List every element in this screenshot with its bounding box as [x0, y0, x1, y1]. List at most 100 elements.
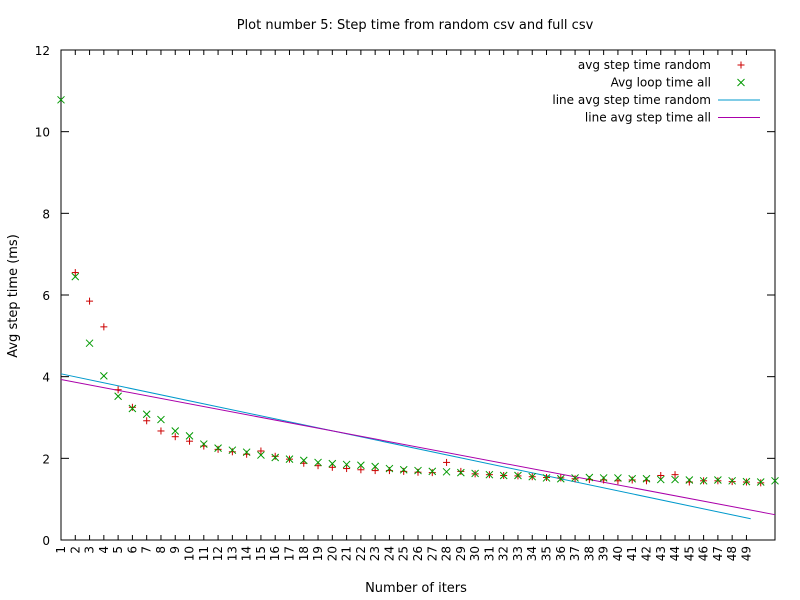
point-random: [71, 269, 79, 277]
marker-stroke: [485, 470, 494, 479]
trend-line-all: [60, 379, 776, 516]
point-all: [628, 474, 637, 483]
marker-stroke: [185, 432, 194, 440]
point-random: [400, 467, 408, 475]
trend-lines: [60, 373, 776, 520]
point-all: [428, 467, 437, 476]
x-tick-label: 46: [697, 546, 711, 561]
point-random: [557, 474, 565, 482]
x-tick-label: 15: [254, 546, 268, 561]
point-random: [428, 469, 436, 477]
point-random: [571, 475, 579, 483]
x-tick-label: 27: [425, 546, 439, 561]
point-all: [499, 471, 508, 480]
marker-stroke: [271, 453, 280, 462]
point-all: [742, 477, 751, 486]
point-random: [328, 463, 336, 471]
marker-stroke: [71, 272, 80, 281]
marker-stroke: [671, 475, 679, 484]
point-random: [100, 323, 108, 331]
point-all: [642, 474, 651, 483]
data-points: [57, 95, 779, 487]
x-axis-label: Number of iters: [365, 581, 467, 596]
marker-stroke: [428, 467, 437, 476]
point-all: [357, 461, 365, 470]
point-all: [414, 466, 422, 475]
point-random: [271, 452, 279, 460]
x-tick-label: 26: [411, 546, 425, 561]
marker-stroke: [214, 444, 222, 452]
point-all: [71, 272, 80, 281]
marker-stroke: [456, 468, 465, 477]
marker-stroke: [114, 392, 122, 401]
x-tick-label: 9: [168, 546, 182, 554]
marker-stroke: [357, 461, 365, 470]
x-tick-label: 34: [525, 546, 539, 561]
marker-stroke: [242, 448, 251, 457]
y-tick-label: 10: [35, 126, 50, 140]
x-tick-label: 38: [582, 546, 596, 561]
x-tick-label: 24: [382, 546, 396, 561]
y-axis-label: Avg step time (ms): [6, 234, 21, 358]
point-all: [514, 471, 522, 480]
x-tick-label: 11: [197, 546, 211, 561]
marker-stroke: [556, 474, 565, 483]
marker-stroke: [128, 404, 137, 413]
marker-stroke: [656, 475, 665, 484]
x-tick-label: 2: [68, 546, 82, 554]
marker-stroke: [499, 471, 508, 480]
point-random: [371, 467, 379, 475]
point-all: [242, 448, 251, 457]
marker-stroke: [385, 464, 394, 473]
y-tick-label: 4: [42, 371, 50, 385]
x-tick-label: 35: [540, 546, 554, 561]
point-random: [114, 386, 122, 394]
x-tick-label: 30: [468, 546, 482, 561]
point-all: [685, 476, 694, 484]
marker-stroke: [737, 78, 745, 87]
point-all: [399, 465, 408, 474]
x-tick-label: 36: [554, 546, 568, 561]
point-all: [714, 476, 722, 484]
x-tick-label: 4: [97, 546, 111, 554]
point-all: [314, 458, 322, 467]
marker-stroke: [528, 472, 537, 481]
point-all: [57, 95, 65, 104]
point-all: [756, 478, 765, 486]
trend-line-random: [60, 373, 751, 520]
x-tick-label: 14: [240, 546, 254, 561]
point-all: [699, 476, 708, 485]
x-tick-label: 17: [282, 546, 296, 561]
marker-stroke: [171, 427, 180, 435]
marker-stroke: [228, 446, 237, 455]
x-tick-label: 20: [325, 546, 339, 561]
marker-stroke: [771, 476, 779, 485]
point-all: [271, 453, 280, 462]
x-tick-label: 44: [668, 546, 682, 561]
point-random: [357, 466, 365, 474]
x-tick-label: 39: [597, 546, 611, 561]
x-tick-label: 12: [211, 546, 225, 561]
y-tick-label: 2: [42, 452, 50, 466]
legend-label: avg step time random: [578, 58, 711, 72]
point-all: [142, 410, 151, 419]
point-all: [157, 415, 165, 424]
marker-stroke: [728, 476, 737, 485]
point-random: [228, 448, 236, 456]
x-tick-label: 22: [354, 546, 368, 561]
point-random: [443, 458, 451, 466]
point-all: [171, 427, 180, 435]
x-tick-label: 29: [454, 546, 468, 561]
point-random: [343, 465, 351, 473]
point-all: [656, 475, 665, 484]
point-random: [257, 447, 265, 455]
marker-stroke: [628, 474, 637, 483]
marker-stroke: [571, 474, 579, 482]
x-tick-label: 13: [225, 546, 239, 561]
marker-stroke: [685, 476, 694, 484]
x-tick-label: 25: [397, 546, 411, 561]
marker-stroke: [157, 415, 165, 424]
point-all: [85, 339, 94, 348]
chart-title: Plot number 5: Step time from random csv…: [237, 18, 594, 33]
x-tick-label: 8: [154, 546, 168, 554]
